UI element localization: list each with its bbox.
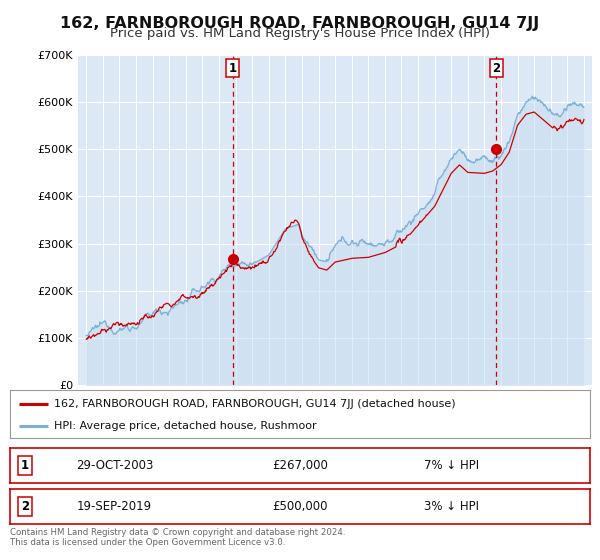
Text: 19-SEP-2019: 19-SEP-2019 xyxy=(77,500,152,513)
Text: 1: 1 xyxy=(20,459,29,472)
Text: Contains HM Land Registry data © Crown copyright and database right 2024.
This d: Contains HM Land Registry data © Crown c… xyxy=(10,528,346,548)
Text: HPI: Average price, detached house, Rushmoor: HPI: Average price, detached house, Rush… xyxy=(54,421,316,431)
Text: Price paid vs. HM Land Registry's House Price Index (HPI): Price paid vs. HM Land Registry's House … xyxy=(110,27,490,40)
Text: 29-OCT-2003: 29-OCT-2003 xyxy=(76,459,154,472)
Text: 162, FARNBOROUGH ROAD, FARNBOROUGH, GU14 7JJ: 162, FARNBOROUGH ROAD, FARNBOROUGH, GU14… xyxy=(61,16,539,31)
Text: £500,000: £500,000 xyxy=(272,500,328,513)
Text: 3% ↓ HPI: 3% ↓ HPI xyxy=(424,500,479,513)
Text: 1: 1 xyxy=(229,62,237,74)
Text: 2: 2 xyxy=(492,62,500,74)
Text: £267,000: £267,000 xyxy=(272,459,328,472)
Text: 7% ↓ HPI: 7% ↓ HPI xyxy=(424,459,479,472)
Text: 162, FARNBOROUGH ROAD, FARNBOROUGH, GU14 7JJ (detached house): 162, FARNBOROUGH ROAD, FARNBOROUGH, GU14… xyxy=(54,399,455,409)
Text: 2: 2 xyxy=(20,500,29,513)
